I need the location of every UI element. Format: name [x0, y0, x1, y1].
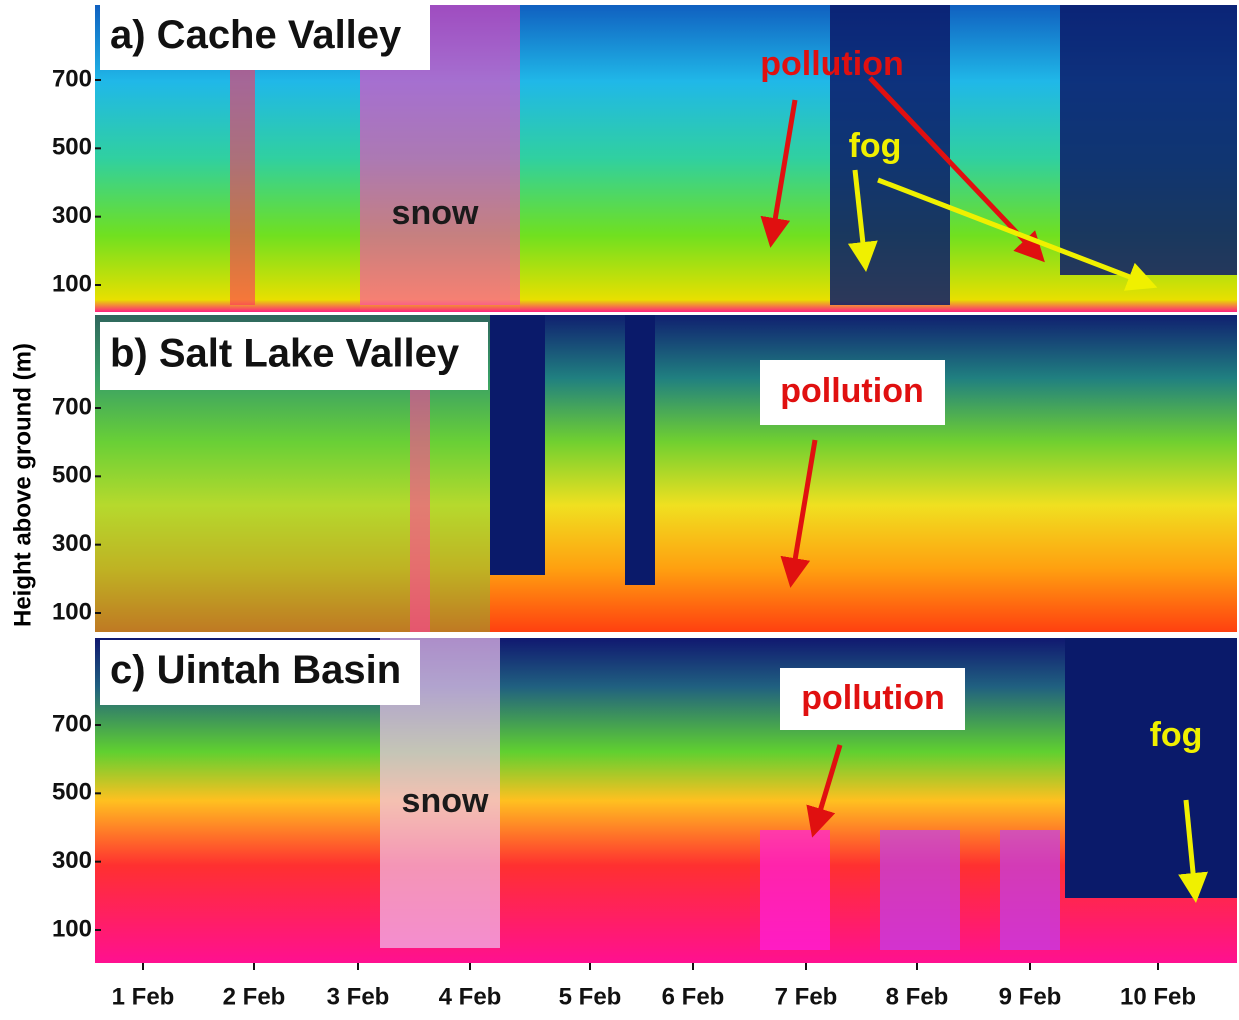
panel-title: a) Cache Valley: [110, 13, 402, 57]
y-tick-label: 300: [52, 847, 92, 874]
x-tick-label: 2 Feb: [223, 983, 286, 1010]
y-axis-label: Height above ground (m): [9, 343, 36, 627]
arrows: [760, 76, 1209, 903]
x-tick-label: 10 Feb: [1120, 983, 1196, 1010]
y-tick-label: 300: [52, 530, 92, 557]
panel-title: c) Uintah Basin: [110, 648, 401, 692]
annotation: pollution: [801, 679, 945, 717]
y-tick-label: 100: [52, 915, 92, 942]
y-tick-label: 700: [52, 710, 92, 737]
annotation: fog: [1150, 716, 1203, 754]
y-tick-label: 100: [52, 270, 92, 297]
x-tick-label: 4 Feb: [439, 983, 502, 1010]
x-tick-label: 6 Feb: [662, 983, 725, 1010]
y-tick-label: 500: [52, 779, 92, 806]
y-tick-label: 500: [52, 462, 92, 489]
y-tick-label: 100: [52, 598, 92, 625]
x-tick-label: 1 Feb: [112, 983, 175, 1010]
y-tick-label: 300: [52, 202, 92, 229]
x-tick-label: 8 Feb: [886, 983, 949, 1010]
title-box: [100, 322, 488, 390]
annotation-box: [760, 360, 945, 425]
x-tick-label: 9 Feb: [999, 983, 1062, 1010]
panel-a-image: [95, 5, 1237, 312]
y-tick-label: 700: [52, 65, 92, 92]
title-box: [100, 5, 430, 70]
annotation: snow: [402, 782, 489, 820]
annotation: pollution: [780, 372, 924, 410]
annotation: snow: [392, 194, 479, 232]
annotation: pollution: [760, 45, 904, 83]
y-tick-label: 700: [52, 393, 92, 420]
tick-background: [38, 710, 95, 945]
tick-background: [38, 65, 95, 300]
y-tick-label: 500: [52, 134, 92, 161]
annotation-box: [780, 668, 965, 730]
x-tick-label: 5 Feb: [559, 983, 622, 1010]
title-box: [100, 640, 420, 705]
x-tick-label: 3 Feb: [327, 983, 390, 1010]
panel-title: b) Salt Lake Valley: [110, 332, 460, 376]
annotation: fog: [849, 127, 902, 165]
x-tick-label: 7 Feb: [775, 983, 838, 1010]
tick-background: [38, 393, 95, 628]
